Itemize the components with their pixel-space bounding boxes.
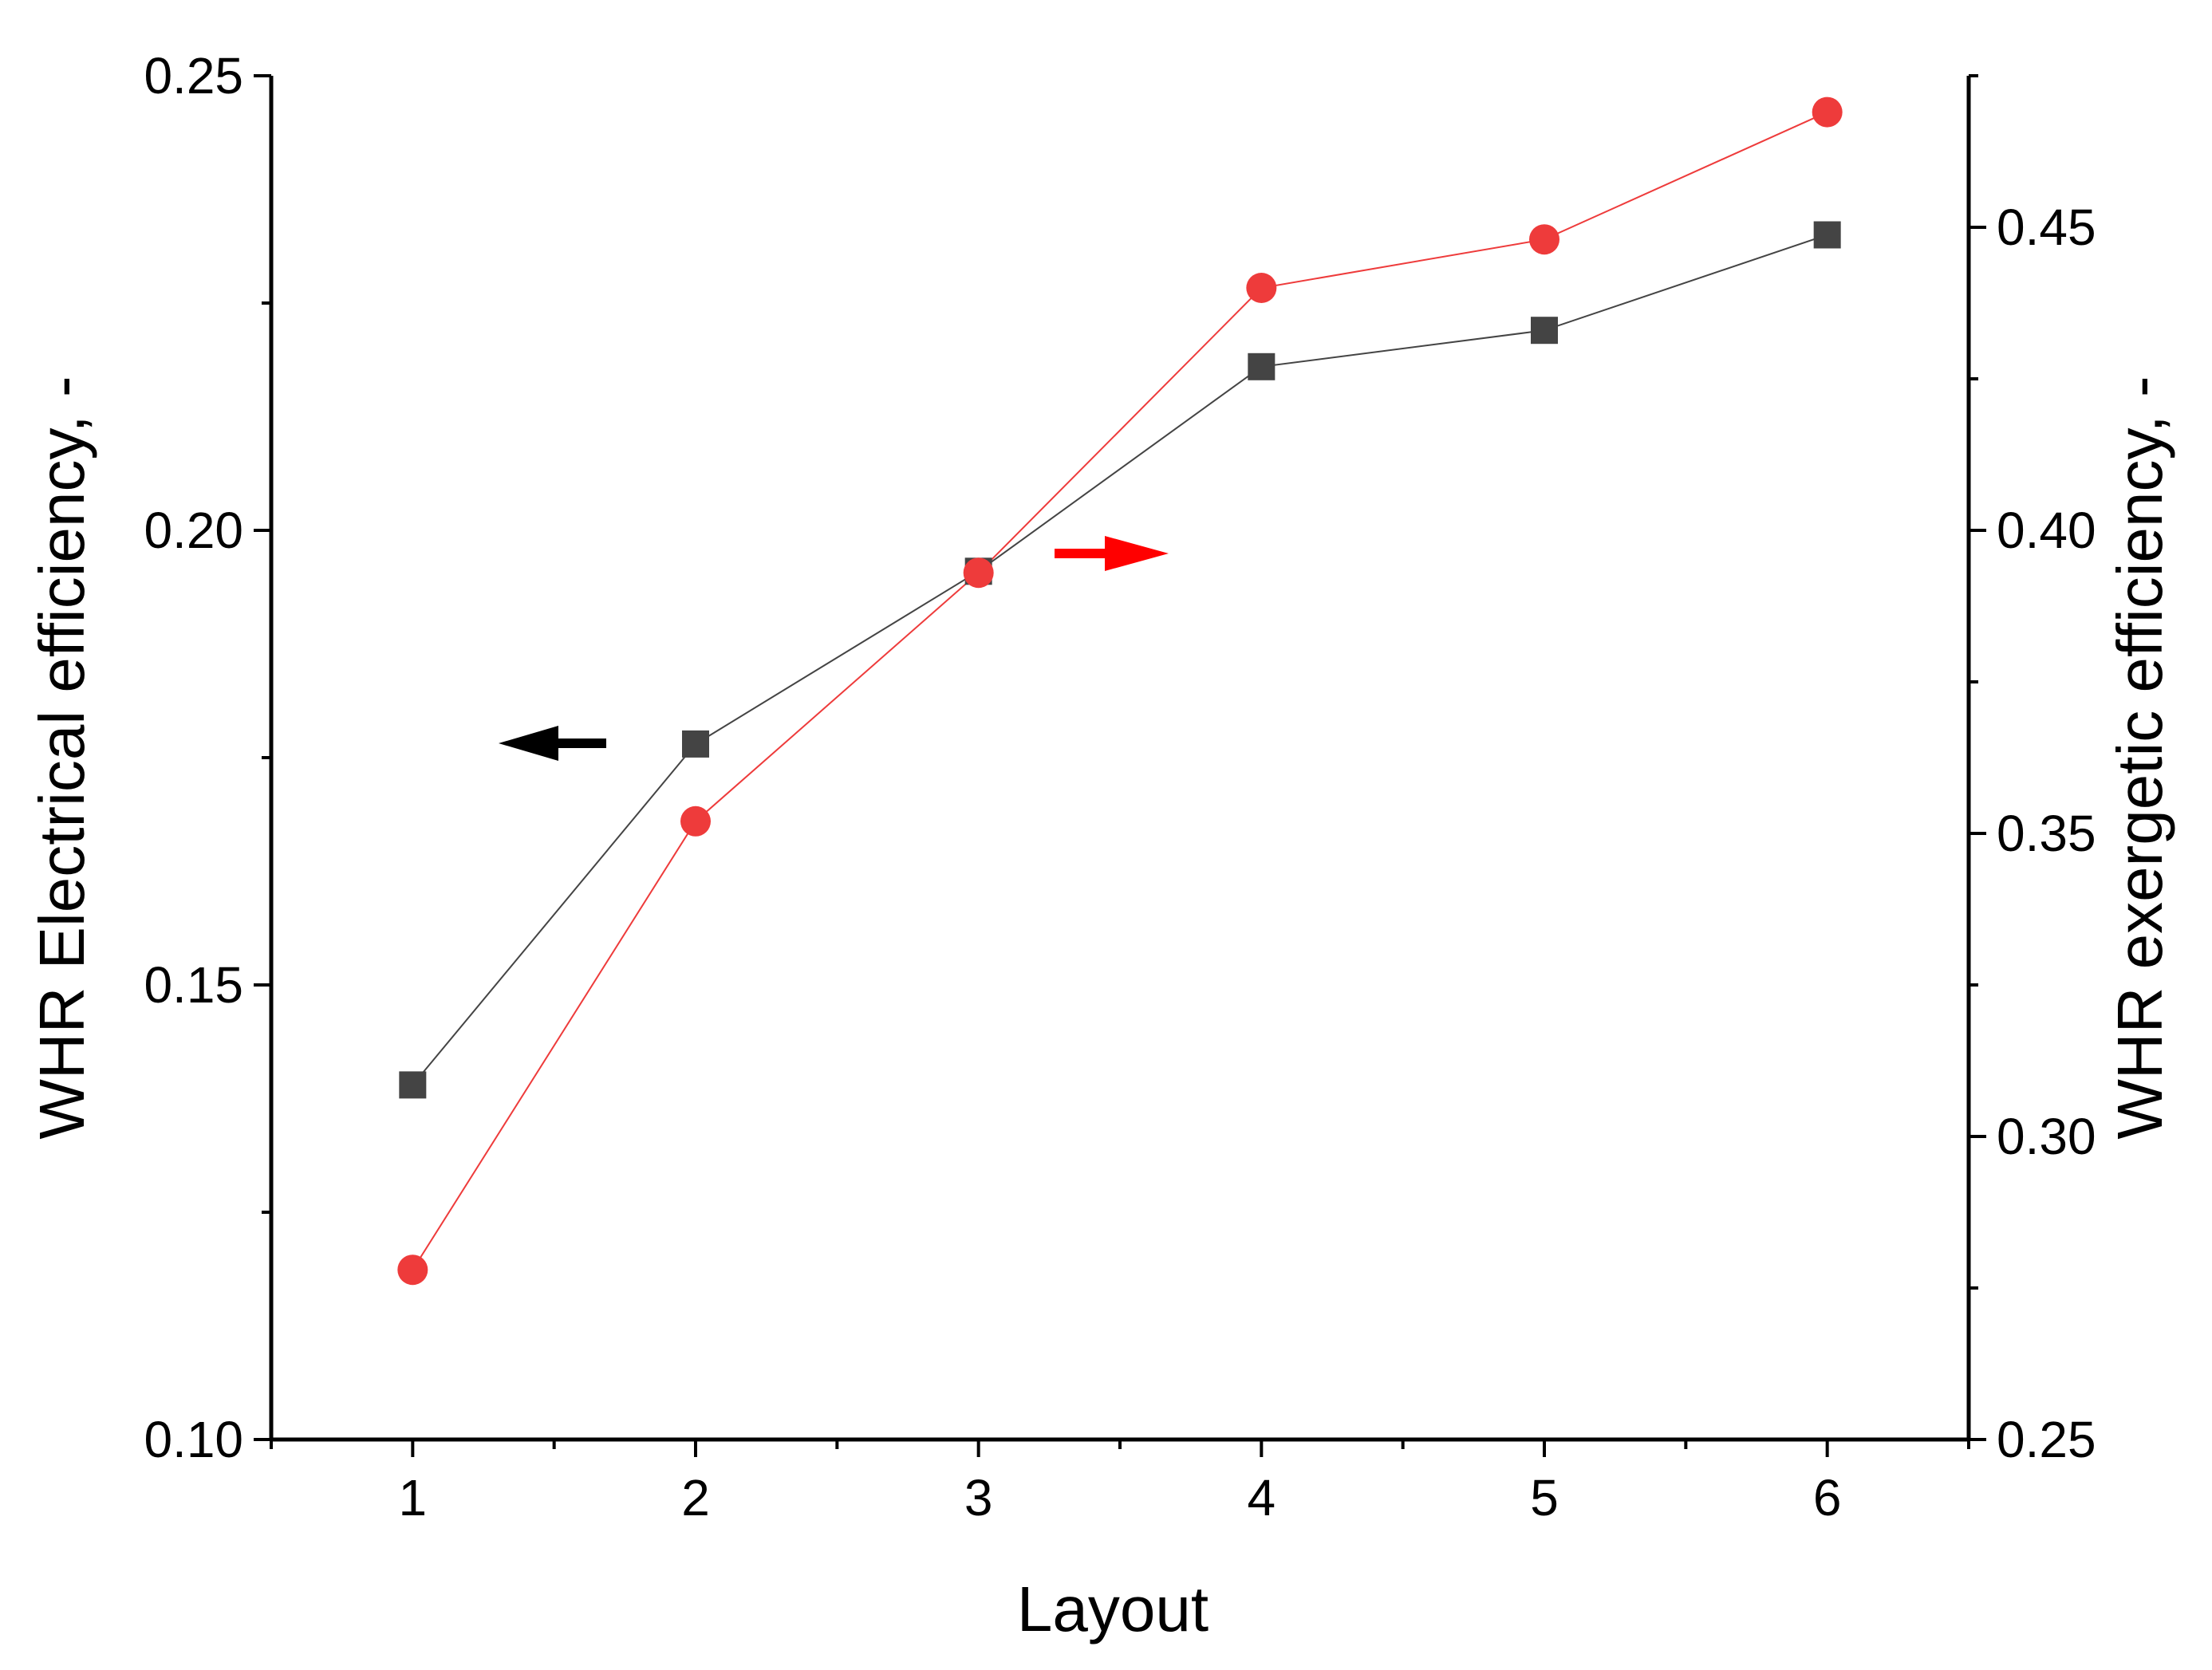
series-2-point bbox=[397, 1254, 428, 1286]
series-1-point bbox=[399, 1071, 427, 1099]
x-tick-label: 6 bbox=[1813, 1469, 1842, 1526]
x-tick-label: 2 bbox=[681, 1469, 710, 1526]
left-arrow-head bbox=[499, 726, 558, 761]
ticks: 1 2 3 4 5 6 0.10 0.15 0.20 0.25 0.25 0.30 0.35 0.40 0.… bbox=[144, 47, 2096, 1526]
series-1-point bbox=[1531, 317, 1558, 345]
left-arrow bbox=[499, 726, 606, 761]
y-right-tick-label: 0.35 bbox=[1997, 805, 2096, 862]
series-lines bbox=[412, 111, 1828, 1270]
series-1-point bbox=[1248, 353, 1276, 380]
axes bbox=[269, 76, 1971, 1442]
y-right-tick-label: 0.30 bbox=[1997, 1108, 2096, 1165]
y-left-tick-label: 0.25 bbox=[144, 47, 243, 104]
right-arrow bbox=[1055, 536, 1169, 571]
y-axis-left-title: WHR Electrical efficiency, - bbox=[26, 376, 97, 1139]
y-left-tick-label: 0.10 bbox=[144, 1411, 243, 1468]
y-right-tick-label: 0.40 bbox=[1997, 502, 2096, 559]
y-axis-right-title: WHR exergetic efficiency, - bbox=[2104, 376, 2175, 1139]
x-tick-label: 4 bbox=[1248, 1469, 1276, 1526]
y-right-tick-label: 0.25 bbox=[1997, 1411, 2096, 1468]
x-tick-label: 3 bbox=[964, 1469, 993, 1526]
x-tick-label: 1 bbox=[399, 1469, 428, 1526]
y-left-tick-label: 0.20 bbox=[144, 502, 243, 559]
series-2-point bbox=[1246, 273, 1277, 303]
series-1-point bbox=[1813, 221, 1841, 249]
series-markers bbox=[397, 96, 1843, 1286]
series-2-point bbox=[1812, 96, 1843, 128]
y-right-tick-label: 0.45 bbox=[1997, 199, 2096, 256]
x-axis-title: Layout bbox=[1017, 1574, 1209, 1644]
series-2-line bbox=[412, 111, 1828, 1270]
right-arrow-head bbox=[1105, 536, 1169, 571]
series-2-point bbox=[963, 557, 994, 589]
x-tick-label: 5 bbox=[1530, 1469, 1559, 1526]
series-1-point bbox=[682, 730, 709, 758]
y-left-tick-label: 0.15 bbox=[144, 956, 243, 1014]
series-2-point bbox=[1529, 224, 1559, 255]
series-1-line bbox=[412, 234, 1828, 1086]
series-2-point bbox=[680, 805, 711, 837]
